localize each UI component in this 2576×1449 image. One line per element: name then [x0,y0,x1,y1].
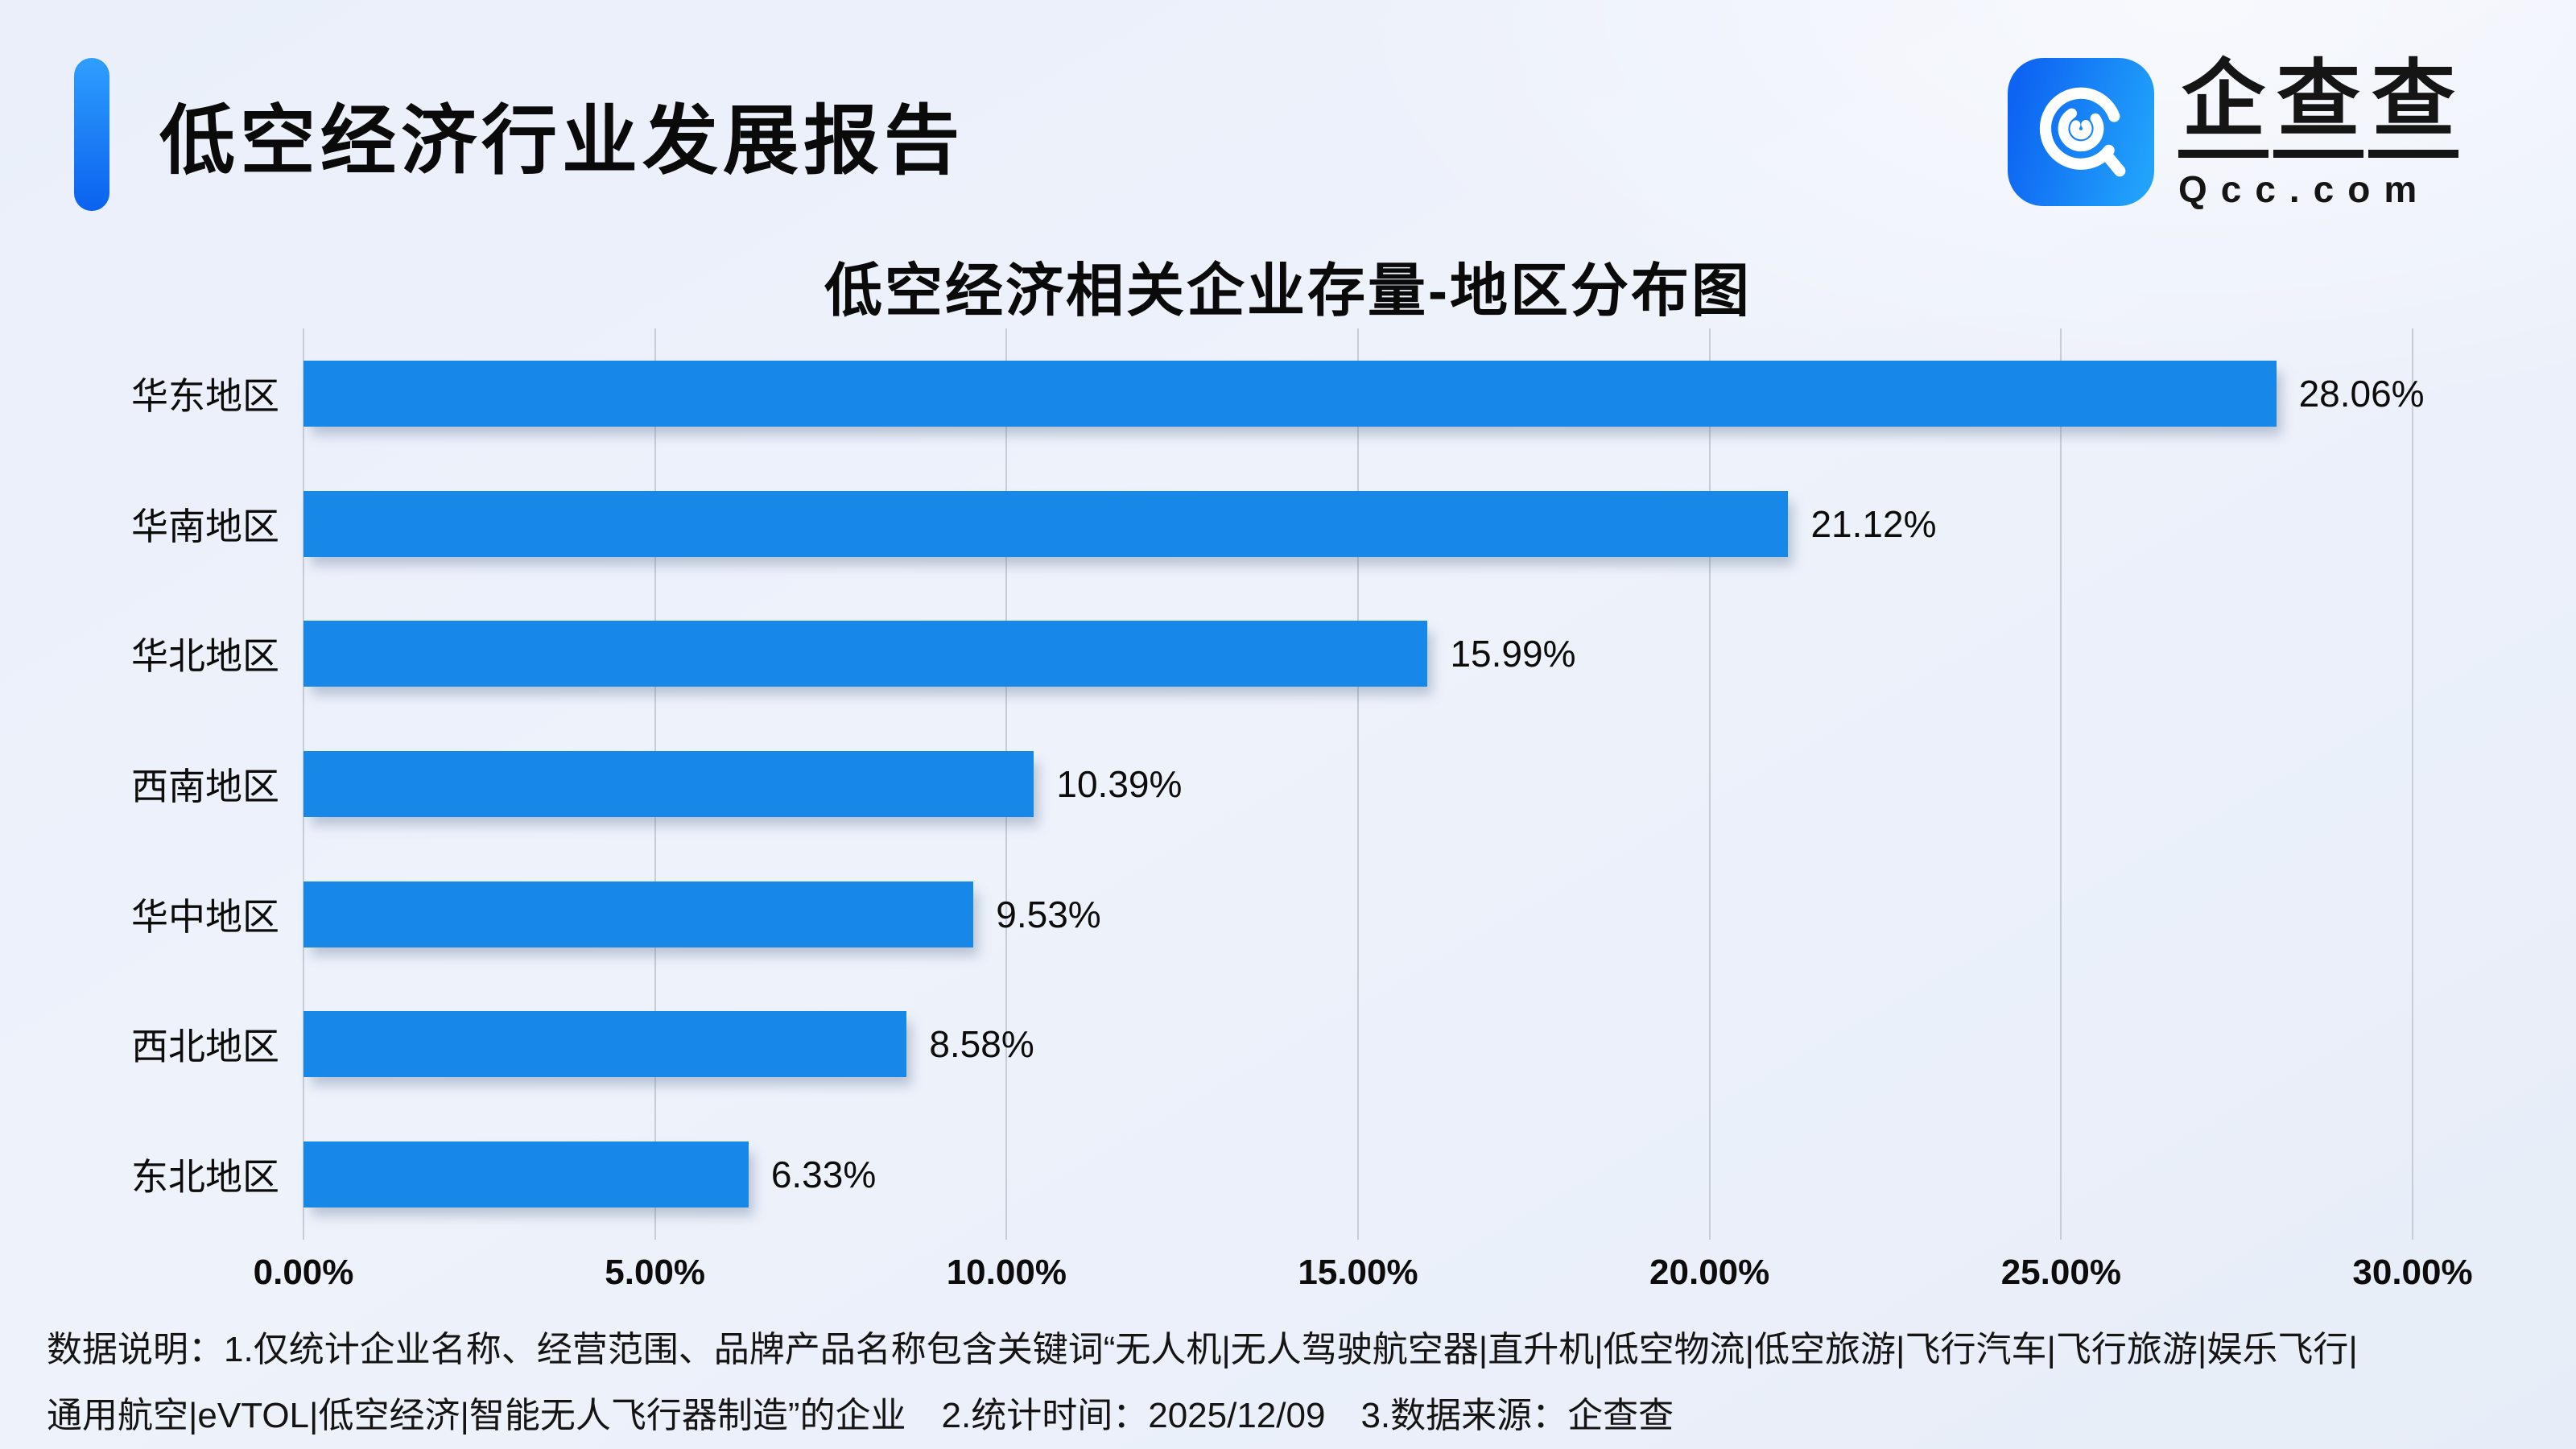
brand-name-char: 查 [2368,58,2458,158]
bar-row: 华东地区 28.06% [131,328,2425,459]
header-accent-bar [74,58,109,211]
bar [303,750,1034,817]
x-axis-tick: 10.00% [946,1253,1067,1292]
category-label: 华中地区 [131,895,279,938]
bar [303,1011,907,1078]
data-notes: 数据说明：1.仅统计企业名称、经营范围、品牌产品名称包含关键词“无人机|无人驾驶… [47,1317,2550,1449]
bar-row: 西南地区 10.39% [131,719,2413,849]
qcc-brand-logo: 企 查 查 Qcc.com [2007,58,2463,211]
report-title: 低空经济行业发展报告 [159,98,965,183]
bar-value-label: 8.58% [929,1023,1034,1066]
x-axis: 0.00% 5.00% 10.00% 15.00% 20.00% 25.00% 30.00% [254,1253,2473,1309]
bar-row: 东北地区 6.33% [131,1109,2413,1240]
x-axis-tick: 30.00% [2352,1253,2473,1292]
bar [303,360,2277,427]
bar-row: 西北地区 8.58% [131,980,2413,1110]
bar-value-label: 10.39% [1056,762,1183,805]
brand-name: 企 查 查 [2178,58,2463,158]
x-axis-tick: 15.00% [1298,1253,1418,1292]
bar [303,881,974,947]
bar [303,490,1789,557]
bar-value-label: 6.33% [770,1154,877,1196]
bar [303,621,1428,687]
bar-value-label: 15.99% [1450,633,1576,675]
brand-text: 企 查 查 Qcc.com [2178,58,2463,211]
bar-chart-plot: 华东地区 28.06% 华南地区 21.12% 华北地区 15.99% 西南地区 10.39%… [131,328,2425,1240]
category-label: 华南地区 [131,505,279,547]
x-axis-tick: 0.00% [253,1253,354,1292]
brand-domain: Qcc.com [2178,168,2431,210]
report-header: 低空经济行业发展报告 [74,58,964,211]
x-axis-tick: 20.00% [1649,1253,1770,1292]
brand-name-char: 企 [2178,58,2268,158]
category-label: 西南地区 [131,765,279,807]
bar [303,1141,749,1208]
x-axis-tick: 25.00% [2000,1253,2121,1292]
qcc-magnifier-icon [2007,58,2154,206]
chart-title: 低空经济相关企业存量-地区分布图 [824,259,1752,324]
brand-name-char: 查 [2273,58,2363,158]
gridline [1357,328,1359,1240]
bar-value-label: 9.53% [996,893,1101,935]
bar-row: 华南地区 21.12% [131,459,2413,589]
data-notes-line2: 通用航空|eVTOL|低空经济|智能无人飞行器制造”的企业 2.统计时间：202… [47,1396,1674,1435]
gridline [2060,328,2062,1240]
category-label: 华东地区 [131,374,279,417]
category-label: 东北地区 [131,1156,279,1199]
bar-value-label: 28.06% [2298,372,2425,415]
category-label: 西北地区 [131,1026,279,1068]
bar-value-label: 21.12% [1810,502,1937,545]
x-axis-tick: 5.00% [605,1253,706,1292]
bar-row: 华中地区 9.53% [131,849,2413,980]
data-notes-line1: 数据说明：1.仅统计企业名称、经营范围、品牌产品名称包含关键词“无人机|无人驾驶… [47,1330,2358,1369]
gridline [1708,328,1711,1240]
category-label: 华北地区 [131,635,279,678]
bar-row: 华北地区 15.99% [131,588,2413,719]
gridline [2412,328,2413,1240]
